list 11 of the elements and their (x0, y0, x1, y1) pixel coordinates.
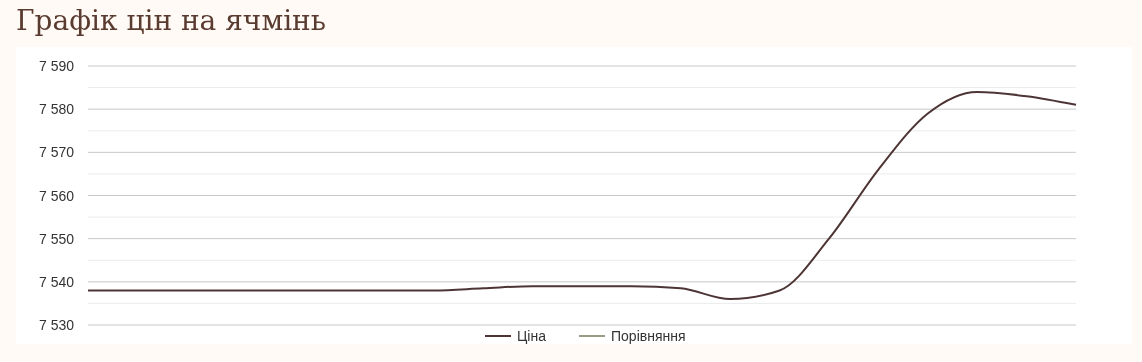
line-series (87, 90, 1077, 301)
chart-title: Графік цін на ячмінь (16, 4, 327, 37)
y-tick-label: 7 580 (38, 101, 75, 118)
legend-label: Порівняння (611, 328, 686, 344)
y-tick-label: 7 560 (38, 187, 75, 204)
legend-label: Ціна (517, 328, 547, 344)
y-tick-label: 7 530 (38, 317, 75, 333)
y-tick-label: 7 590 (38, 58, 75, 74)
y-tick-label: 7 540 (38, 273, 75, 290)
y-tick-label: 7 550 (38, 230, 75, 247)
y-tick-label: 7 570 (38, 144, 75, 161)
